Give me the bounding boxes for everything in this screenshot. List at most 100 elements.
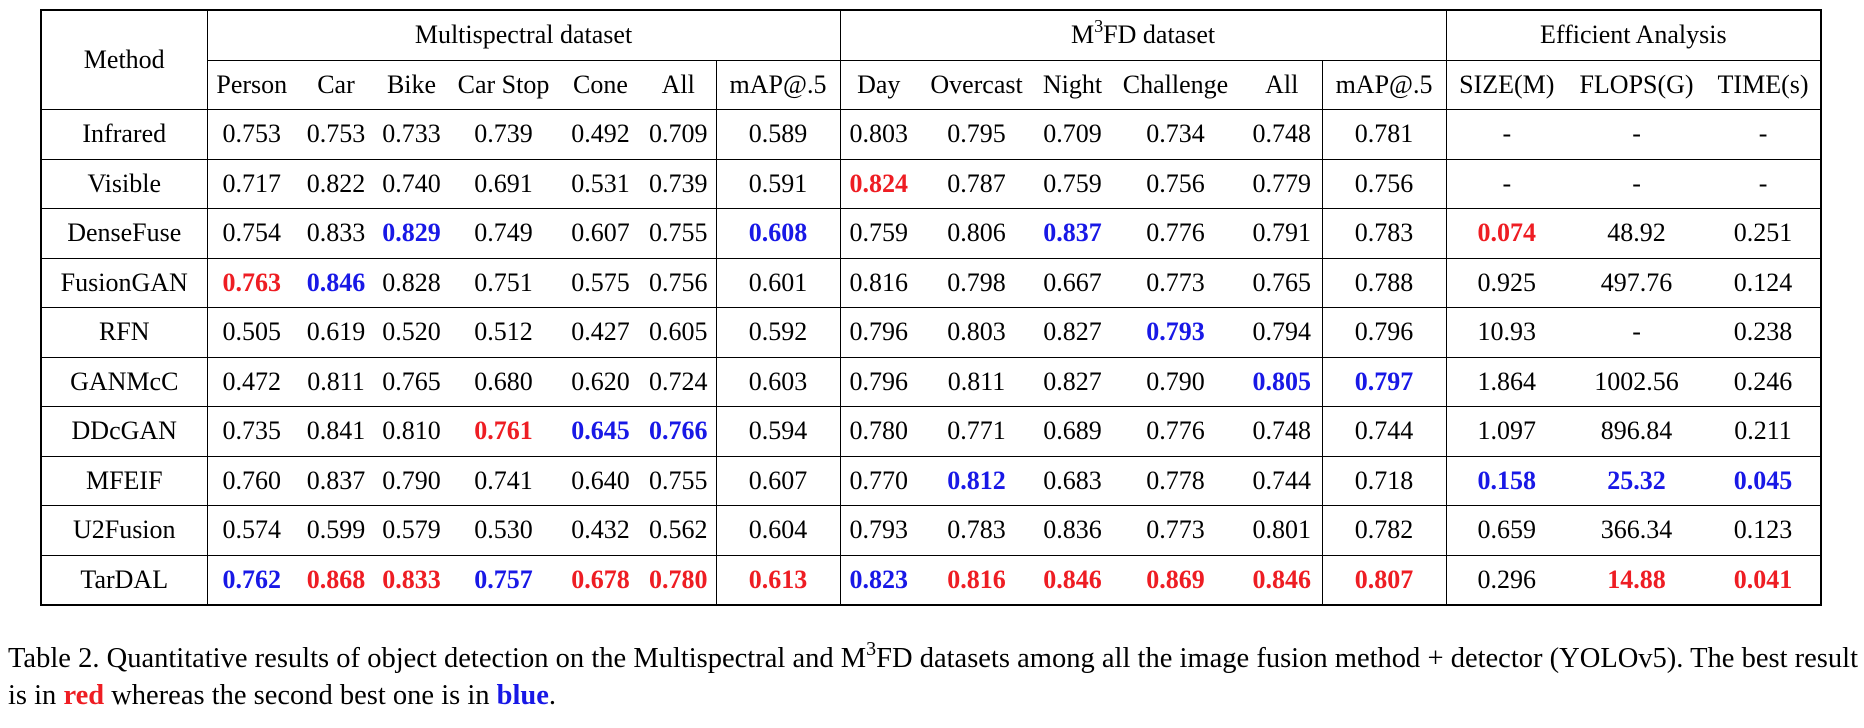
table-cell: 0.783 (1321, 208, 1447, 259)
table-cell: - (1567, 307, 1707, 358)
table-cell: 0.296 (1445, 554, 1568, 606)
table-cell: - (1567, 158, 1707, 209)
table-cell: 0.822 (296, 158, 376, 209)
table-cell: 0.837 (296, 455, 376, 506)
table-cell: 1002.56 (1567, 356, 1707, 407)
table-cell: 0.724 (641, 356, 716, 407)
text-segment: M (1070, 20, 1095, 50)
column-header: FLOPS(G) (1567, 59, 1707, 110)
table-cell: 0.599 (296, 505, 376, 556)
table-cell: 0.807 (1321, 554, 1447, 606)
table-cell: - (1445, 158, 1568, 209)
table-cell: 0.579 (376, 505, 447, 556)
column-header: Car (296, 59, 376, 110)
table-cell: 0.793 (1109, 307, 1243, 358)
table-cell: 0.472 (206, 356, 296, 407)
column-header: Night (1036, 59, 1110, 110)
table-cell: 0.574 (206, 505, 296, 556)
table-cell: 0.748 (1242, 109, 1323, 160)
column-header: SIZE(M) (1445, 59, 1568, 110)
table-cell: 0.759 (1036, 158, 1110, 209)
table-cell: 0.773 (1109, 505, 1243, 556)
text-segment: FD datasets among all the image fusion m… (8, 643, 1858, 711)
method-cell: Visible (41, 158, 208, 209)
table-cell: 0.640 (560, 455, 641, 506)
table-cell: - (1706, 158, 1822, 209)
table-cell: 0.124 (1706, 257, 1822, 308)
table-cell: 0.512 (447, 307, 560, 358)
table-cell: 0.803 (917, 307, 1037, 358)
table-cell: 0.749 (447, 208, 560, 259)
table-cell: 0.562 (641, 505, 716, 556)
table-cell: 0.689 (1036, 406, 1110, 457)
table-cell: 0.869 (1109, 554, 1243, 606)
table-cell: 0.751 (447, 257, 560, 308)
table-cell: 0.238 (1706, 307, 1822, 358)
table-cell: 0.683 (1036, 455, 1110, 506)
table-cell: 0.781 (1321, 109, 1447, 160)
table-cell: 0.833 (376, 554, 447, 606)
table-cell: 0.801 (1242, 505, 1323, 556)
table-cell: 0.735 (206, 406, 296, 457)
table-cell: 0.762 (206, 554, 296, 606)
table-cell: 0.780 (839, 406, 918, 457)
table-cell: 0.601 (715, 257, 841, 308)
column-header: mAP@.5 (715, 59, 841, 110)
table-cell: 0.797 (1321, 356, 1447, 407)
table-cell: 0.836 (1036, 505, 1110, 556)
text-segment: . (548, 680, 557, 711)
table-cell: 0.074 (1445, 208, 1568, 259)
table-cell: 0.607 (560, 208, 641, 259)
table-cell: 0.816 (839, 257, 918, 308)
table-cell: 0.787 (917, 158, 1037, 209)
table-cell: 0.709 (1036, 109, 1110, 160)
table-cell: 0.741 (447, 455, 560, 506)
table-cell: 0.841 (296, 406, 376, 457)
column-header: mAP@.5 (1321, 59, 1447, 110)
table-cell: 0.794 (1242, 307, 1323, 358)
column-header: Car Stop (447, 59, 560, 110)
table-cell: 0.158 (1445, 455, 1568, 506)
text-segment: blue (496, 680, 549, 711)
text-segment: Multispectral dataset (414, 20, 633, 50)
table-row: U2Fusion 0.574 0.599 0.579 0.530 0.432 0.562 0.… (41, 505, 1822, 556)
table-cell: 0.846 (1242, 554, 1323, 606)
table-cell: 0.823 (839, 554, 918, 606)
column-header: All (641, 59, 716, 110)
table-cell: 0.796 (1321, 307, 1447, 358)
table-cell: 0.607 (715, 455, 841, 506)
column-header: All (1242, 59, 1323, 110)
table-header: Method Multispectral dataset M3FD dataset E… (41, 9, 1822, 110)
table-cell: 0.778 (1109, 455, 1243, 506)
table-cell: 0.757 (447, 554, 560, 606)
table-cell: 0.678 (560, 554, 641, 606)
table-cell: 0.211 (1706, 406, 1822, 457)
table-cell: 0.779 (1242, 158, 1323, 209)
table-cell: 0.754 (206, 208, 296, 259)
table-row: FusionGAN 0.763 0.846 0.828 0.751 0.575 0.756 0… (41, 257, 1822, 308)
table-cell: 1.097 (1445, 406, 1568, 457)
header-cell: Method (41, 9, 208, 110)
table-cell: 14.88 (1567, 554, 1707, 606)
table-cell: 0.812 (917, 455, 1037, 506)
method-cell: GANMcC (41, 356, 208, 407)
table-cell: 0.833 (296, 208, 376, 259)
table-cell: 0.846 (296, 257, 376, 308)
table-cell: 0.793 (839, 505, 918, 556)
table-cell: 0.246 (1706, 356, 1822, 407)
table-cell: 0.505 (206, 307, 296, 358)
table-cell: 0.756 (641, 257, 716, 308)
method-cell: FusionGAN (41, 257, 208, 308)
method-cell: DDcGAN (41, 406, 208, 457)
table-cell: 0.575 (560, 257, 641, 308)
table-cell: 0.829 (376, 208, 447, 259)
table-cell: 0.776 (1109, 406, 1243, 457)
table-cell: 0.783 (917, 505, 1037, 556)
table-cell: 0.756 (1109, 158, 1243, 209)
table-cell: 0.753 (206, 109, 296, 160)
table-row: MFEIF 0.760 0.837 0.790 0.741 0.640 0.755 0.607… (41, 455, 1822, 506)
table-cell: 0.620 (560, 356, 641, 407)
table-cell: 0.837 (1036, 208, 1110, 259)
column-header: Overcast (917, 59, 1037, 110)
